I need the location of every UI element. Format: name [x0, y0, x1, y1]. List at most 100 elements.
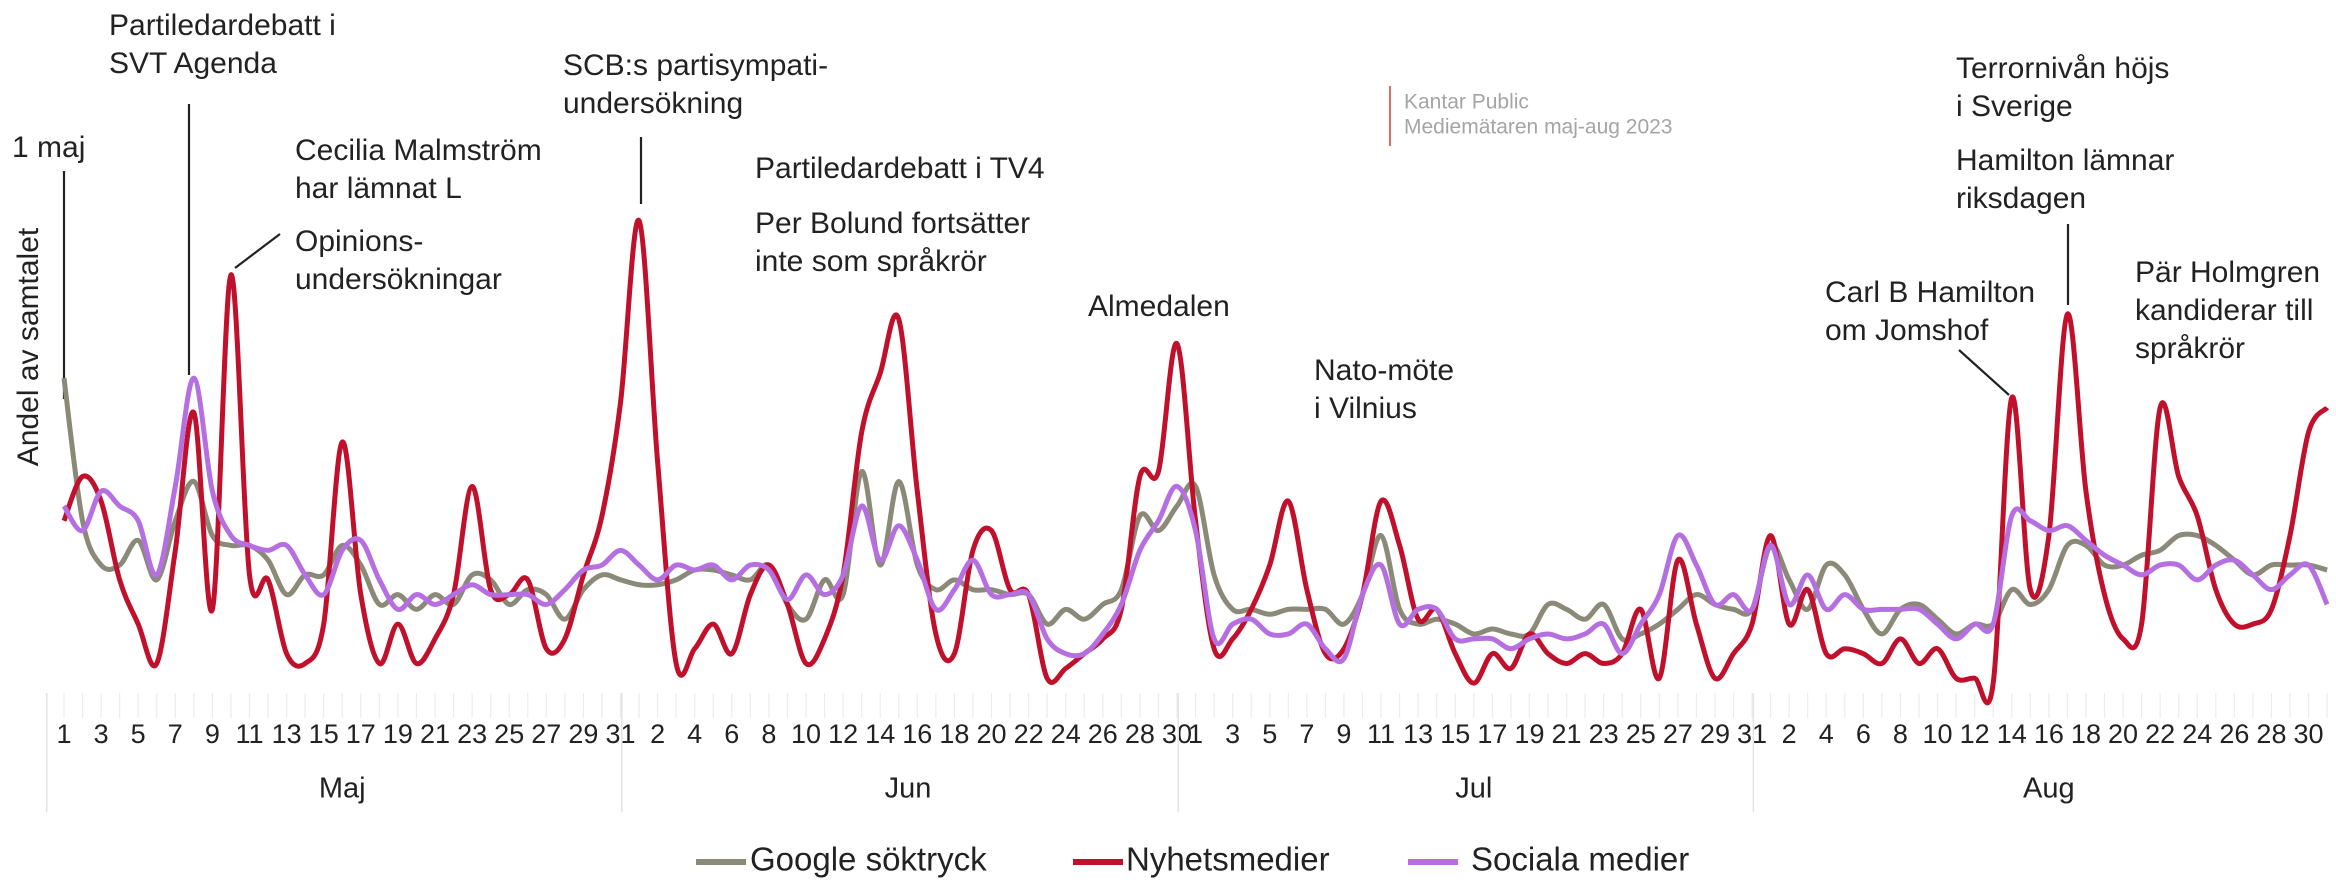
- annotation: Hamilton lämnar: [1956, 144, 2174, 177]
- x-tick-label: 29: [568, 719, 598, 749]
- x-tick-label: 1: [1188, 719, 1203, 749]
- x-tick-label: 4: [1819, 719, 1834, 749]
- legend-label: Google söktryck: [750, 841, 987, 878]
- series-line: [61, 218, 2330, 706]
- x-tick-label: 16: [902, 719, 932, 749]
- x-tick-label: 22: [2145, 719, 2175, 749]
- annotation: Carl B Hamilton: [1825, 276, 2035, 309]
- x-tick-label: 23: [457, 719, 487, 749]
- annotation: Partiledardebatt i TV4: [755, 152, 1045, 185]
- x-tick-label: 24: [1051, 719, 1081, 749]
- x-tick-label: 3: [94, 719, 109, 749]
- x-tick-label: 2: [650, 719, 665, 749]
- x-tick-label: 26: [1088, 719, 1118, 749]
- x-tick-label: 6: [724, 719, 739, 749]
- x-tick-label: 12: [828, 719, 858, 749]
- x-tick-label: 15: [309, 719, 339, 749]
- x-tick-label: 29: [1700, 719, 1730, 749]
- x-tick-label: 30: [1162, 719, 1192, 749]
- x-tick-label: 24: [2182, 719, 2212, 749]
- x-tick-label: 14: [865, 719, 895, 749]
- x-tick-label: 18: [2071, 719, 2101, 749]
- x-tick-label: 31: [1737, 719, 1767, 749]
- x-tick-label: 6: [1856, 719, 1871, 749]
- x-tick-label: 20: [2108, 719, 2138, 749]
- annotation: Nato-möte: [1314, 354, 1454, 387]
- x-tick-label: 13: [272, 719, 302, 749]
- annotation: riksdagen: [1956, 182, 2086, 215]
- leader-line: [234, 233, 281, 269]
- x-tick-label: 17: [346, 719, 376, 749]
- annotation: om Jomshof: [1825, 314, 1989, 347]
- x-tick-label: 9: [1336, 719, 1351, 749]
- annotation: SCB:s partisympati-: [563, 49, 828, 82]
- x-tick-label: 27: [531, 719, 561, 749]
- annotation: SVT Agenda: [109, 47, 277, 80]
- x-tick-label: 22: [1014, 719, 1044, 749]
- x-tick-label: 12: [1960, 719, 1990, 749]
- x-tick-label: 13: [1403, 719, 1433, 749]
- x-tick-label: 16: [2034, 719, 2064, 749]
- annotation: undersökningar: [295, 263, 502, 296]
- x-tick-label: 1: [56, 719, 71, 749]
- y-axis-label: Andel av samtalet: [12, 227, 45, 466]
- x-tick-label: 8: [761, 719, 776, 749]
- legend-label: Sociala medier: [1471, 841, 1689, 878]
- x-tick-label: 4: [687, 719, 702, 749]
- annotation: Opinions-: [295, 225, 423, 258]
- x-tick-label: 25: [494, 719, 524, 749]
- x-tick-label: 30: [2294, 719, 2324, 749]
- note-line: Mediemätaren maj-aug 2023: [1404, 116, 1673, 139]
- x-tick-label: 15: [1440, 719, 1470, 749]
- x-tick-label: 11: [1367, 719, 1395, 749]
- x-tick-label: 5: [1262, 719, 1277, 749]
- month-label: Jul: [1455, 773, 1492, 805]
- x-tick-label: 25: [1626, 719, 1656, 749]
- annotation: Cecilia Malmström: [295, 134, 542, 167]
- x-tick-label: 23: [1589, 719, 1619, 749]
- annotation: Almedalen: [1088, 290, 1230, 323]
- annotation: Pär Holmgren: [2135, 256, 2320, 289]
- annotation: Partiledardebatt i: [109, 9, 336, 42]
- x-tick-label: 26: [2219, 719, 2249, 749]
- x-tick-label: 10: [791, 719, 821, 749]
- x-tick-label: 28: [2256, 719, 2286, 749]
- x-tick-label: 5: [131, 719, 146, 749]
- annotation: språkrör: [2135, 332, 2245, 365]
- x-tick-label: 14: [1997, 719, 2027, 749]
- x-tick-label: 19: [1514, 719, 1544, 749]
- month-label: Aug: [2023, 773, 2075, 805]
- note-line: Kantar Public: [1404, 91, 1529, 114]
- x-tick-label: 2: [1782, 719, 1797, 749]
- x-tick-label: 11: [235, 719, 263, 749]
- x-tick-label: 19: [383, 719, 413, 749]
- x-tick-label: 31: [605, 719, 635, 749]
- x-tick-label: 9: [205, 719, 220, 749]
- x-tick-label: 3: [1225, 719, 1240, 749]
- x-tick-label: 10: [1923, 719, 1953, 749]
- x-tick-label: 21: [1552, 719, 1582, 749]
- annotation: 1 maj: [12, 131, 85, 164]
- x-tick-label: 21: [420, 719, 450, 749]
- month-label: Maj: [319, 773, 366, 805]
- x-tick-label: 7: [168, 719, 183, 749]
- x-tick-label: 8: [1893, 719, 1908, 749]
- x-tick-label: 17: [1477, 719, 1507, 749]
- series-line: [61, 375, 2330, 665]
- annotation: har lämnat L: [295, 172, 462, 205]
- x-tick-label: 27: [1663, 719, 1693, 749]
- annotation: Per Bolund fortsätter: [755, 207, 1030, 240]
- annotation: i Sverige: [1956, 90, 2073, 123]
- annotation: kandiderar till: [2135, 294, 2313, 327]
- x-tick-label: 18: [939, 719, 969, 749]
- x-tick-label: 28: [1125, 719, 1155, 749]
- annotation: Terrornivån höjs: [1956, 52, 2169, 85]
- legend-label: Nyhetsmedier: [1126, 841, 1330, 878]
- annotation: undersökning: [563, 87, 743, 120]
- annotation: inte som språkrör: [755, 245, 987, 278]
- x-tick-label: 20: [976, 719, 1006, 749]
- month-label: Jun: [885, 773, 932, 805]
- x-tick-label: 7: [1299, 719, 1314, 749]
- leader-line: [1958, 349, 2010, 396]
